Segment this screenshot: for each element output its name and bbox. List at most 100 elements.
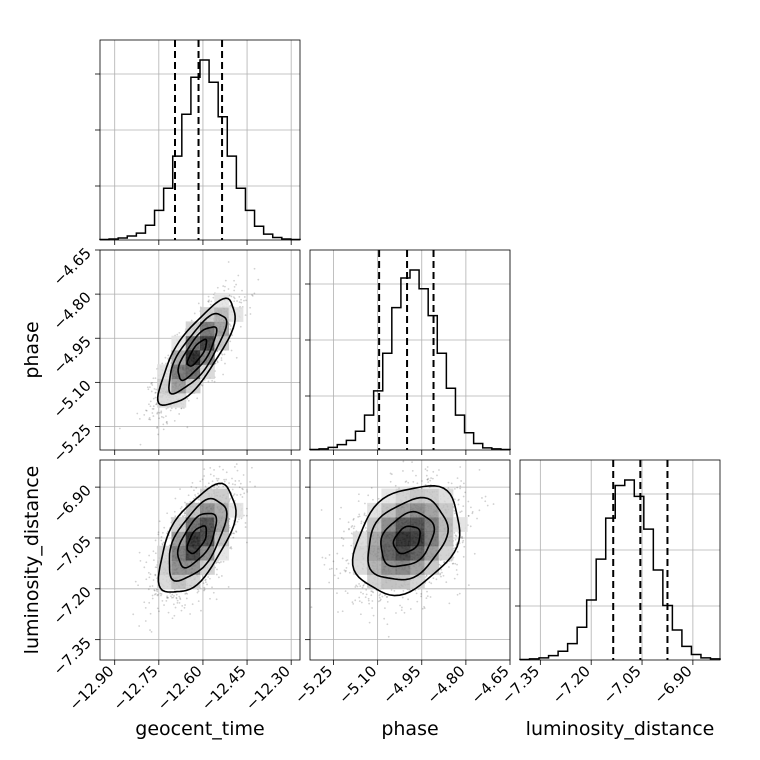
data-point <box>190 319 193 322</box>
data-point <box>185 597 188 600</box>
data-point <box>432 470 435 473</box>
data-point <box>145 578 148 581</box>
data-point <box>254 485 256 488</box>
data-point <box>251 294 253 296</box>
data-point <box>448 560 451 563</box>
data-point <box>229 340 232 343</box>
data-point <box>230 295 233 298</box>
data-point <box>231 448 233 450</box>
data-point <box>167 611 170 614</box>
data-point <box>220 357 223 359</box>
data-point <box>462 482 465 485</box>
density-cell <box>157 574 172 590</box>
data-point <box>150 390 153 393</box>
data-point <box>178 413 181 415</box>
data-point <box>185 592 188 595</box>
data-point <box>183 510 186 513</box>
data-point <box>354 586 357 588</box>
x-tick-label: −4.80 <box>423 662 468 707</box>
data-point <box>220 561 222 563</box>
data-point <box>447 481 450 484</box>
data-point <box>484 500 487 503</box>
data-point <box>403 611 406 614</box>
data-point <box>176 601 179 604</box>
data-point <box>362 592 364 595</box>
data-point <box>402 470 404 472</box>
density-cell <box>200 517 215 532</box>
data-point <box>378 596 381 599</box>
data-point <box>171 617 174 620</box>
data-point <box>138 625 141 627</box>
data-point <box>156 594 159 597</box>
data-point <box>162 416 165 419</box>
data-point <box>216 350 219 352</box>
data-point <box>352 602 355 605</box>
data-point <box>218 576 220 579</box>
scatter-panel-geocent_time-luminosity_distance: −12.90−12.75−12.60−12.45−12.30−7.35−7.20… <box>50 448 301 714</box>
density-cell <box>200 307 215 322</box>
data-point <box>232 532 235 535</box>
data-point <box>244 522 247 524</box>
data-point <box>253 267 256 270</box>
data-point <box>350 544 353 547</box>
data-point <box>187 399 190 402</box>
data-point <box>145 409 148 412</box>
data-point <box>161 599 164 602</box>
data-point <box>223 289 226 292</box>
data-point <box>225 478 228 481</box>
data-point <box>161 531 164 534</box>
contour-line <box>177 326 218 382</box>
data-point <box>132 613 135 616</box>
data-point <box>428 581 431 584</box>
data-point <box>203 588 206 591</box>
data-point <box>346 592 349 595</box>
data-point <box>161 543 164 545</box>
density-cell <box>200 560 215 575</box>
data-point <box>209 577 211 580</box>
x-tick-label: −7.05 <box>600 662 645 707</box>
data-point <box>216 350 219 353</box>
data-point <box>244 526 247 528</box>
data-point <box>186 397 189 400</box>
data-point <box>215 598 218 601</box>
data-point <box>156 607 159 610</box>
data-point <box>176 599 179 602</box>
data-point <box>163 526 166 529</box>
data-point <box>357 516 360 518</box>
data-point <box>228 498 231 501</box>
data-point <box>353 525 356 528</box>
data-point <box>154 396 157 399</box>
density-cell <box>185 531 201 547</box>
y-tick-label: −5.25 <box>50 421 95 466</box>
data-point <box>235 530 237 533</box>
data-point <box>152 408 155 410</box>
data-point <box>232 536 235 539</box>
data-point <box>323 563 326 566</box>
axes-frame <box>519 459 721 661</box>
data-point <box>354 599 357 602</box>
data-point <box>456 563 458 566</box>
data-point <box>176 333 179 336</box>
data-point <box>179 597 181 600</box>
data-point <box>364 502 366 505</box>
data-point <box>155 589 158 591</box>
data-point <box>149 400 152 403</box>
data-point <box>158 417 161 420</box>
data-point <box>228 482 230 484</box>
data-point <box>426 478 429 481</box>
data-point <box>216 361 219 364</box>
data-point <box>210 300 213 303</box>
data-point <box>173 419 176 422</box>
data-point <box>412 481 415 483</box>
data-point <box>184 604 186 606</box>
data-point <box>179 488 181 490</box>
data-point <box>193 312 196 315</box>
data-point <box>165 415 167 418</box>
data-point <box>162 541 165 544</box>
data-point <box>206 583 208 586</box>
panel-content <box>132 448 256 633</box>
data-point <box>242 474 245 476</box>
data-point <box>215 573 218 576</box>
data-point <box>148 554 151 557</box>
data-point <box>238 479 241 482</box>
